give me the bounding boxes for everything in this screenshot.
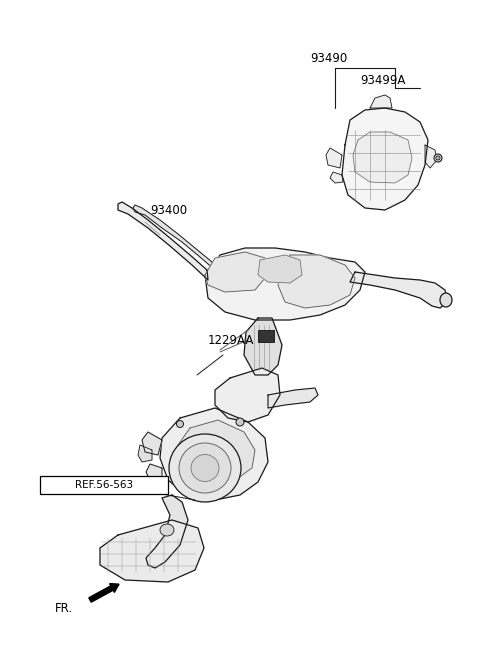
- Polygon shape: [133, 205, 215, 270]
- FancyArrow shape: [89, 584, 119, 602]
- Polygon shape: [350, 272, 447, 308]
- Polygon shape: [142, 432, 162, 455]
- Ellipse shape: [169, 434, 241, 502]
- Ellipse shape: [179, 443, 231, 493]
- Polygon shape: [268, 388, 318, 408]
- Polygon shape: [205, 252, 265, 292]
- Text: 93490: 93490: [310, 52, 347, 64]
- Ellipse shape: [177, 420, 183, 428]
- Polygon shape: [330, 172, 343, 183]
- Ellipse shape: [236, 418, 244, 426]
- Bar: [258, 330, 274, 342]
- Polygon shape: [118, 202, 208, 280]
- Polygon shape: [278, 255, 355, 308]
- Ellipse shape: [160, 524, 174, 536]
- Polygon shape: [146, 495, 188, 568]
- Polygon shape: [146, 464, 162, 480]
- Polygon shape: [244, 318, 282, 375]
- Text: 93499A: 93499A: [360, 73, 406, 87]
- Polygon shape: [215, 368, 280, 422]
- Text: 93400: 93400: [150, 203, 187, 216]
- Polygon shape: [205, 248, 365, 320]
- Ellipse shape: [434, 154, 442, 162]
- Text: FR.: FR.: [55, 602, 73, 615]
- Polygon shape: [370, 95, 392, 108]
- Polygon shape: [425, 145, 437, 168]
- Polygon shape: [342, 108, 428, 210]
- Polygon shape: [160, 408, 268, 500]
- Ellipse shape: [436, 156, 440, 160]
- Ellipse shape: [440, 293, 452, 307]
- Polygon shape: [178, 420, 255, 482]
- Polygon shape: [100, 520, 204, 582]
- Text: REF.56-563: REF.56-563: [75, 480, 133, 490]
- Polygon shape: [326, 148, 342, 168]
- Bar: [40, 476, 168, 494]
- Polygon shape: [138, 445, 152, 462]
- Polygon shape: [353, 132, 412, 183]
- Ellipse shape: [191, 455, 219, 482]
- Text: 1229AA: 1229AA: [208, 333, 254, 346]
- Polygon shape: [258, 255, 302, 283]
